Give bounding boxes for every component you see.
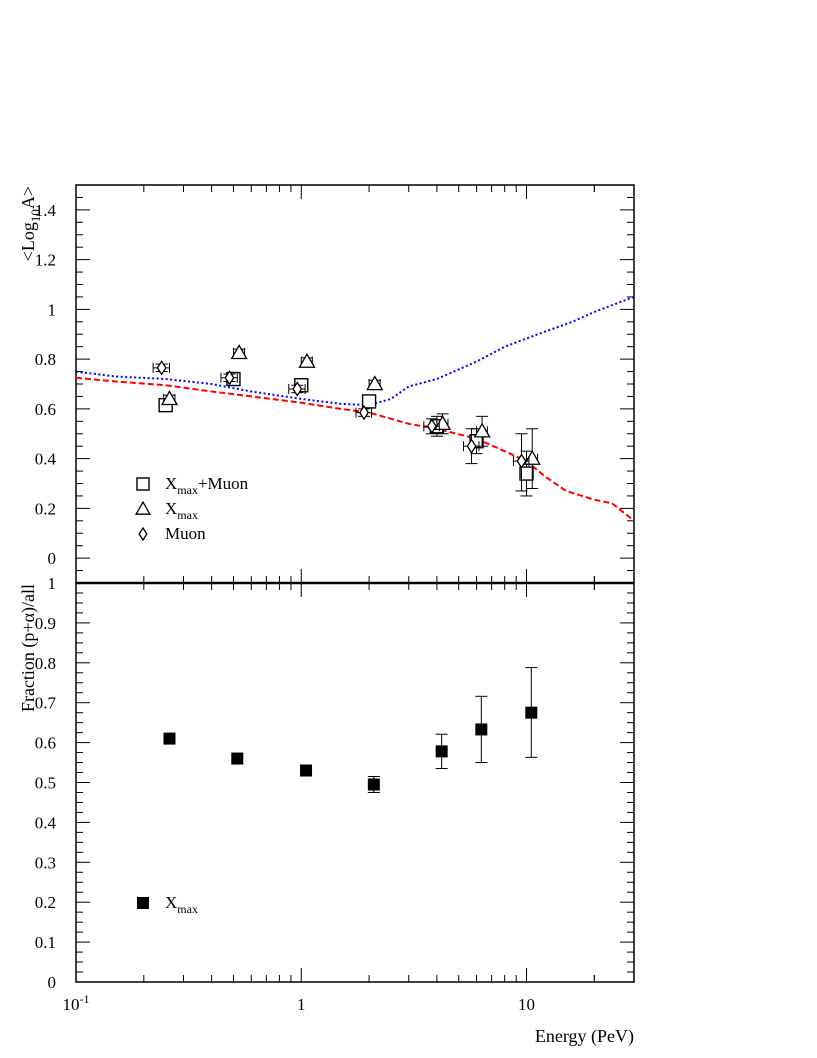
- bottom-y-tick-label: 1: [48, 574, 57, 593]
- top-point-diamond: [156, 360, 167, 376]
- top-point-triangle: [298, 352, 316, 368]
- top-point-diamond: [466, 438, 477, 454]
- top-y-tick-label: 1.2: [35, 251, 56, 270]
- bottom-y-tick-label: 0.1: [35, 933, 56, 952]
- top-legend-square-marker: [136, 477, 150, 491]
- bottom-y-tick-label: 0.2: [35, 893, 56, 912]
- model-curve-blue-dotted: [76, 295, 634, 407]
- top-point-diamond: [426, 418, 437, 434]
- bottom-legend-filled-square-label: Xmax: [165, 893, 198, 916]
- top-point-triangle: [160, 390, 179, 406]
- bottom-legend-filled-square-marker: [137, 897, 149, 909]
- bottom-y-tick-label: 0.9: [35, 614, 56, 633]
- bottom-y-tick-label: 0.3: [35, 853, 56, 872]
- bottom-y-axis-label: Fraction (p+α)/all: [18, 584, 39, 712]
- bottom-y-tick-label: 0: [48, 973, 57, 992]
- top-y-tick-label: 0.6: [35, 400, 56, 419]
- top-point-triangle: [473, 422, 491, 438]
- bottom-y-tick-label: 0.6: [35, 734, 56, 753]
- top-y-tick-label: 0.8: [35, 350, 56, 369]
- top-legend-triangle-marker: [134, 500, 152, 515]
- x-tick-label: 1: [297, 995, 306, 1014]
- bottom-point-filled-square: [300, 764, 313, 777]
- plot-area: 0 0.2 0.4 0.6 0.8 1 1.2 1.4 0 0.1 0.2 0.3 0.4 0.5 0.6 0…: [18, 184, 635, 1047]
- top-point-triangle: [366, 375, 384, 391]
- x-tick-label: 10-1: [63, 992, 90, 1014]
- bottom-point-filled-square: [475, 723, 488, 736]
- top-point-square: [361, 394, 377, 409]
- top-point-diamond: [359, 404, 370, 421]
- model-curve-red-dashed: [76, 376, 634, 522]
- top-legend-diamond-marker: [138, 526, 148, 542]
- bottom-point-filled-square: [525, 706, 538, 719]
- bottom-point-filled-square: [163, 732, 176, 745]
- bottom-y-tick-label: 0.8: [35, 654, 56, 673]
- top-point-triangle: [230, 344, 248, 360]
- bottom-point-filled-square: [435, 745, 448, 758]
- x-axis-label: Energy (PeV): [535, 1026, 634, 1047]
- top-point-diamond: [224, 370, 235, 386]
- top-point-diamond: [292, 381, 303, 397]
- top-y-tick-label: 1: [48, 300, 57, 319]
- top-y-tick-label: 0: [48, 549, 57, 568]
- bottom-y-tick-label: 0.7: [35, 694, 57, 713]
- bottom-y-tick-label: 0.4: [35, 813, 57, 832]
- top-point-square: [519, 466, 534, 481]
- top-y-tick-label: 1.4: [35, 201, 57, 220]
- top-legend-triangle-label: Xmax: [165, 499, 198, 522]
- top-point-diamond: [516, 453, 527, 469]
- bottom-point-filled-square: [231, 752, 244, 765]
- top-y-tick-label: 0.2: [35, 499, 56, 518]
- bottom-y-tick-label: 0.5: [35, 774, 56, 793]
- bottom-point-filled-square: [367, 778, 380, 791]
- x-tick-label: 10: [518, 995, 535, 1014]
- top-y-tick-label: 0.4: [35, 450, 57, 469]
- top-y-axis-label: <Log10A>: [18, 186, 43, 261]
- top-legend-diamond-label: Muon: [165, 524, 206, 543]
- top-legend-square-label: Xmax+Muon: [165, 474, 249, 497]
